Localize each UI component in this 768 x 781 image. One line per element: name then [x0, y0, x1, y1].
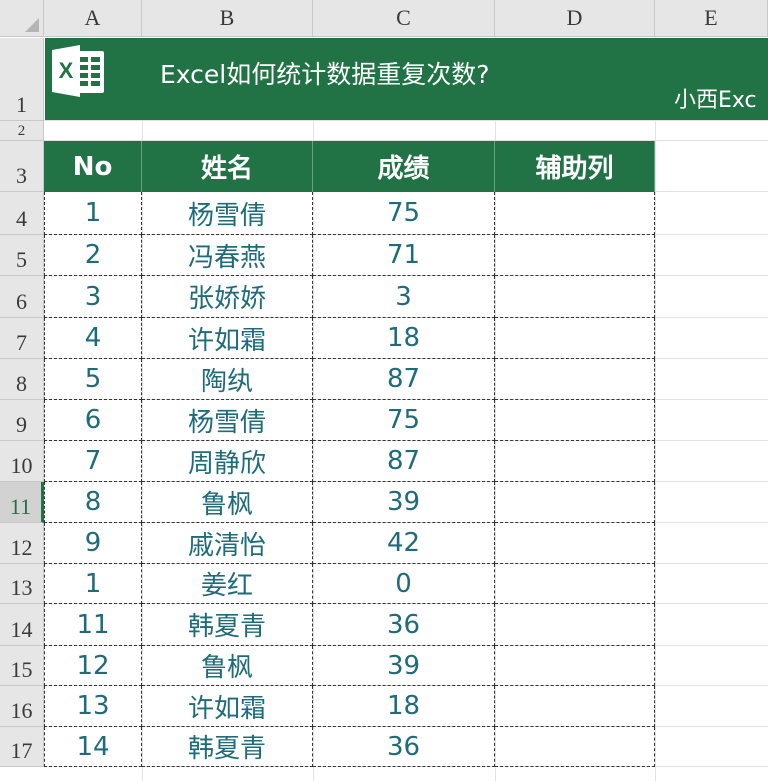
- table-cell[interactable]: 3: [44, 276, 142, 318]
- table-header-cell[interactable]: 辅助列: [495, 141, 655, 192]
- banner-right-text: 小西Exc: [674, 88, 757, 113]
- table-cell[interactable]: 戚清怡: [142, 523, 313, 564]
- column-header-d[interactable]: D: [495, 0, 655, 37]
- table-cell[interactable]: [495, 686, 655, 727]
- row-header-3[interactable]: 3: [0, 141, 44, 192]
- table-cell[interactable]: [495, 192, 655, 235]
- table-cell[interactable]: 5: [44, 359, 142, 400]
- table-cell[interactable]: 鲁枫: [142, 482, 313, 523]
- table-cell[interactable]: 冯春燕: [142, 235, 313, 276]
- table-cell[interactable]: [495, 646, 655, 686]
- table-cell[interactable]: 18: [313, 686, 495, 727]
- table-cell[interactable]: 0: [313, 564, 495, 604]
- table-cell[interactable]: 8: [44, 482, 142, 523]
- table-cell[interactable]: 陶纨: [142, 359, 313, 400]
- grid-vline: [142, 37, 143, 781]
- row-header-5[interactable]: 5: [0, 235, 44, 276]
- table-cell[interactable]: 87: [313, 359, 495, 400]
- excel-logo-icon: X: [52, 45, 104, 97]
- grid-vline: [313, 37, 314, 781]
- excel-logo-letter: X: [59, 58, 74, 83]
- row-header-17[interactable]: 17: [0, 727, 44, 767]
- table-cell[interactable]: 鲁枫: [142, 646, 313, 686]
- table-cell[interactable]: 71: [313, 235, 495, 276]
- row-header-12[interactable]: 12: [0, 523, 44, 564]
- table-cell[interactable]: 1: [44, 564, 142, 604]
- column-header-e[interactable]: E: [655, 0, 768, 37]
- table-cell[interactable]: 许如霜: [142, 318, 313, 359]
- table-cell[interactable]: 75: [313, 400, 495, 441]
- title-banner[interactable]: [45, 38, 768, 120]
- table-cell[interactable]: 75: [313, 192, 495, 235]
- table-cell[interactable]: 杨雪倩: [142, 400, 313, 441]
- grid-vline: [495, 37, 496, 781]
- table-cell[interactable]: [495, 276, 655, 318]
- table-cell[interactable]: 韩夏青: [142, 727, 313, 767]
- table-cell[interactable]: 12: [44, 646, 142, 686]
- table-cell[interactable]: [495, 400, 655, 441]
- table-cell[interactable]: 36: [313, 727, 495, 767]
- table-cell[interactable]: 杨雪倩: [142, 192, 313, 235]
- table-cell[interactable]: 87: [313, 441, 495, 482]
- table-cell[interactable]: 7: [44, 441, 142, 482]
- table-cell[interactable]: 42: [313, 523, 495, 564]
- row-header-2[interactable]: 2: [0, 121, 44, 141]
- table-cell[interactable]: 9: [44, 523, 142, 564]
- table-cell[interactable]: [495, 727, 655, 767]
- select-all-triangle-icon: [25, 18, 39, 32]
- table-cell[interactable]: 许如霜: [142, 686, 313, 727]
- column-header-c[interactable]: C: [313, 0, 495, 37]
- table-cell[interactable]: 张娇娇: [142, 276, 313, 318]
- table-header-cell[interactable]: 姓名: [142, 141, 313, 192]
- banner-title: Excel如何统计数据重复次数?: [160, 60, 490, 89]
- table-cell[interactable]: 14: [44, 727, 142, 767]
- row-header-15[interactable]: 15: [0, 646, 44, 686]
- table-cell[interactable]: [495, 441, 655, 482]
- table-cell[interactable]: [495, 523, 655, 564]
- row-header-1[interactable]: 1: [0, 38, 44, 121]
- row-header-8[interactable]: 8: [0, 359, 44, 400]
- table-cell[interactable]: 13: [44, 686, 142, 727]
- row-header-11[interactable]: 11: [0, 482, 44, 523]
- table-cell[interactable]: 18: [313, 318, 495, 359]
- grid-hline: [44, 120, 768, 121]
- column-header-a[interactable]: A: [44, 0, 142, 37]
- table-cell[interactable]: [495, 604, 655, 646]
- table-cell[interactable]: [495, 235, 655, 276]
- table-cell[interactable]: 韩夏青: [142, 604, 313, 646]
- table-header-cell[interactable]: No: [44, 141, 142, 192]
- row-header-6[interactable]: 6: [0, 276, 44, 318]
- table-cell[interactable]: 36: [313, 604, 495, 646]
- table-cell[interactable]: 3: [313, 276, 495, 318]
- row-header-13[interactable]: 13: [0, 564, 44, 604]
- table-cell[interactable]: 2: [44, 235, 142, 276]
- column-header-b[interactable]: B: [142, 0, 313, 37]
- table-cell[interactable]: 39: [313, 482, 495, 523]
- table-cell[interactable]: 39: [313, 646, 495, 686]
- table-cell[interactable]: [495, 359, 655, 400]
- row-header-10[interactable]: 10: [0, 441, 44, 482]
- table-cell[interactable]: [495, 318, 655, 359]
- row-header-16[interactable]: 16: [0, 686, 44, 727]
- table-cell[interactable]: 6: [44, 400, 142, 441]
- table-cell[interactable]: 11: [44, 604, 142, 646]
- grid-hline: [44, 140, 768, 141]
- table-cell[interactable]: 1: [44, 192, 142, 235]
- table-cell[interactable]: [495, 482, 655, 523]
- table-cell[interactable]: [495, 564, 655, 604]
- grid-vline: [655, 37, 656, 781]
- table-header-cell[interactable]: 成绩: [313, 141, 495, 192]
- row-header-14[interactable]: 14: [0, 604, 44, 646]
- row-header-7[interactable]: 7: [0, 318, 44, 359]
- table-cell[interactable]: 4: [44, 318, 142, 359]
- row-header-4[interactable]: 4: [0, 192, 44, 235]
- row-header-9[interactable]: 9: [0, 400, 44, 441]
- table-cell[interactable]: 周静欣: [142, 441, 313, 482]
- select-all-corner[interactable]: [0, 0, 44, 37]
- table-cell[interactable]: 姜红: [142, 564, 313, 604]
